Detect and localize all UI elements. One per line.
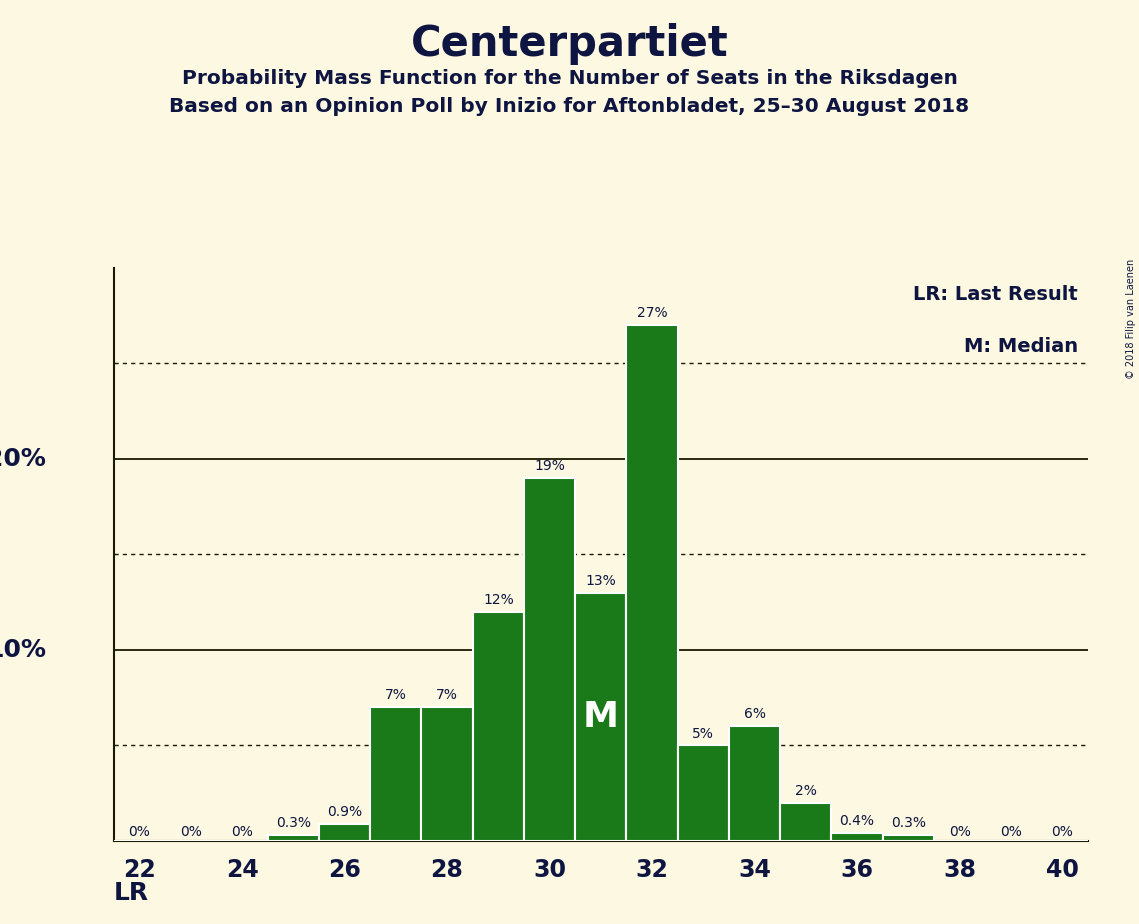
Text: 0.4%: 0.4% <box>839 814 875 829</box>
Bar <box>319 823 370 841</box>
Text: Probability Mass Function for the Number of Seats in the Riksdagen: Probability Mass Function for the Number… <box>181 69 958 89</box>
Bar <box>524 478 575 841</box>
Text: 0%: 0% <box>1051 825 1073 839</box>
Bar <box>370 707 421 841</box>
Bar <box>626 325 678 841</box>
Bar <box>831 833 883 841</box>
Text: 0.3%: 0.3% <box>276 816 311 831</box>
Text: 7%: 7% <box>436 688 458 702</box>
Bar <box>575 592 626 841</box>
Text: 6%: 6% <box>744 708 765 722</box>
Text: Based on an Opinion Poll by Inizio for Aftonbladet, 25–30 August 2018: Based on an Opinion Poll by Inizio for A… <box>170 97 969 116</box>
Bar <box>268 835 319 841</box>
Text: © 2018 Filip van Laenen: © 2018 Filip van Laenen <box>1125 259 1136 379</box>
Text: 0%: 0% <box>949 825 970 839</box>
Text: 0%: 0% <box>180 825 202 839</box>
Text: 20%: 20% <box>0 447 46 471</box>
Text: Centerpartiet: Centerpartiet <box>411 23 728 65</box>
Bar <box>780 803 831 841</box>
Bar <box>473 612 524 841</box>
Text: 0.3%: 0.3% <box>891 816 926 831</box>
Text: 19%: 19% <box>534 459 565 473</box>
Bar <box>678 746 729 841</box>
Text: 5%: 5% <box>693 726 714 741</box>
Bar <box>883 835 934 841</box>
Bar <box>729 726 780 841</box>
Text: M: Median: M: Median <box>964 336 1077 356</box>
Text: LR: LR <box>114 881 149 905</box>
Text: 0%: 0% <box>129 825 150 839</box>
Text: 13%: 13% <box>585 574 616 588</box>
Text: 27%: 27% <box>637 307 667 321</box>
Text: 0%: 0% <box>1000 825 1022 839</box>
Bar <box>421 707 473 841</box>
Text: LR: Last Result: LR: Last Result <box>913 286 1077 304</box>
Text: 0%: 0% <box>231 825 253 839</box>
Text: 0.9%: 0.9% <box>327 805 362 819</box>
Text: 2%: 2% <box>795 784 817 797</box>
Text: M: M <box>583 699 618 734</box>
Text: 7%: 7% <box>385 688 407 702</box>
Text: 12%: 12% <box>483 593 514 607</box>
Text: 10%: 10% <box>0 638 46 662</box>
